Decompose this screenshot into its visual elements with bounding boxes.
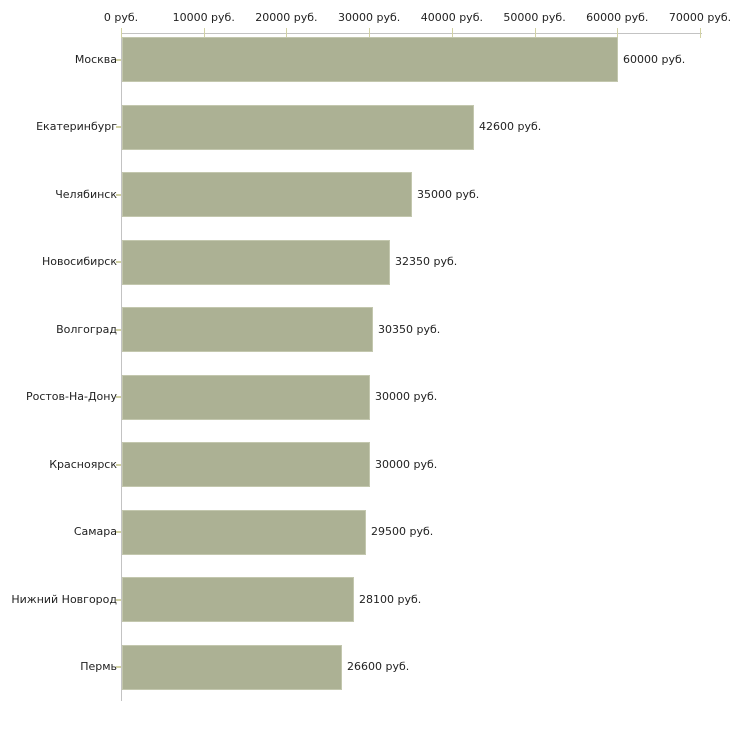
value-label: 30350 руб.: [378, 322, 441, 336]
y-axis-tick-mark: [116, 193, 121, 196]
bar: [122, 374, 370, 420]
value-label: 26600 руб.: [347, 660, 410, 673]
x-axis-tick-label: 30000 руб.: [338, 11, 401, 24]
value-label: 35000 руб.: [417, 187, 480, 201]
y-axis-tick-mark: [116, 666, 121, 668]
x-axis-tick-mark: [700, 28, 701, 38]
x-axis-tick-mark: [534, 28, 536, 38]
bar: [122, 307, 373, 352]
bar: [122, 37, 618, 82]
category-label: Волгоград: [56, 322, 117, 336]
y-axis-tick-mark: [116, 463, 121, 466]
bar: [122, 577, 354, 622]
value-label: 30000 руб.: [375, 390, 438, 403]
y-axis-tick-mark: [116, 396, 121, 398]
x-axis-tick-mark: [617, 28, 619, 38]
category-label: Пермь: [80, 660, 117, 673]
category-label: Самара: [73, 525, 117, 538]
category-label: Новосибирск: [41, 255, 117, 268]
value-label: 42600 руб.: [479, 120, 542, 133]
y-axis-tick-mark: [116, 126, 121, 128]
value-label: 28100 руб.: [359, 592, 422, 606]
bar: [122, 172, 412, 217]
category-label: Ростов-На-Дону: [25, 390, 117, 403]
value-label: 30000 руб.: [375, 457, 438, 471]
bar: [122, 104, 474, 150]
x-axis-tick-label: 10000 руб.: [172, 11, 235, 24]
y-axis-tick-mark: [116, 261, 121, 263]
value-label: 32350 руб.: [395, 255, 458, 268]
category-label: Челябинск: [55, 187, 117, 201]
y-axis-tick-mark: [116, 58, 121, 61]
x-axis-tick-mark: [203, 28, 205, 38]
y-axis-tick-mark: [116, 531, 121, 533]
x-axis-tick-mark: [451, 28, 453, 38]
value-label: 60000 руб.: [623, 52, 686, 66]
x-axis-tick-label: 60000 руб.: [586, 11, 649, 24]
bar: [122, 509, 366, 555]
category-label: Нижний Новгород: [11, 592, 117, 606]
bar: [122, 644, 342, 690]
y-axis-line: [121, 33, 122, 701]
x-axis-tick-mark: [121, 28, 122, 38]
x-axis-tick-label: 20000 руб.: [255, 11, 318, 24]
y-axis-tick-mark: [116, 598, 121, 601]
bar: [122, 442, 370, 487]
x-axis-line: [121, 33, 702, 34]
value-label: 29500 руб.: [371, 525, 434, 538]
x-axis-tick-label: 40000 руб.: [420, 11, 483, 24]
x-axis-tick-mark: [286, 28, 288, 38]
category-label: Екатеринбург: [36, 120, 117, 133]
x-axis-tick-label: 50000 руб.: [503, 11, 566, 24]
x-axis-tick-label: 70000 руб.: [668, 11, 730, 24]
category-label: Москва: [74, 52, 117, 66]
bar: [122, 239, 390, 285]
x-axis-tick-mark: [369, 28, 371, 38]
y-axis-tick-mark: [116, 328, 121, 331]
x-axis-tick-label: 0 руб.: [103, 11, 139, 24]
category-label: Красноярск: [49, 457, 117, 471]
